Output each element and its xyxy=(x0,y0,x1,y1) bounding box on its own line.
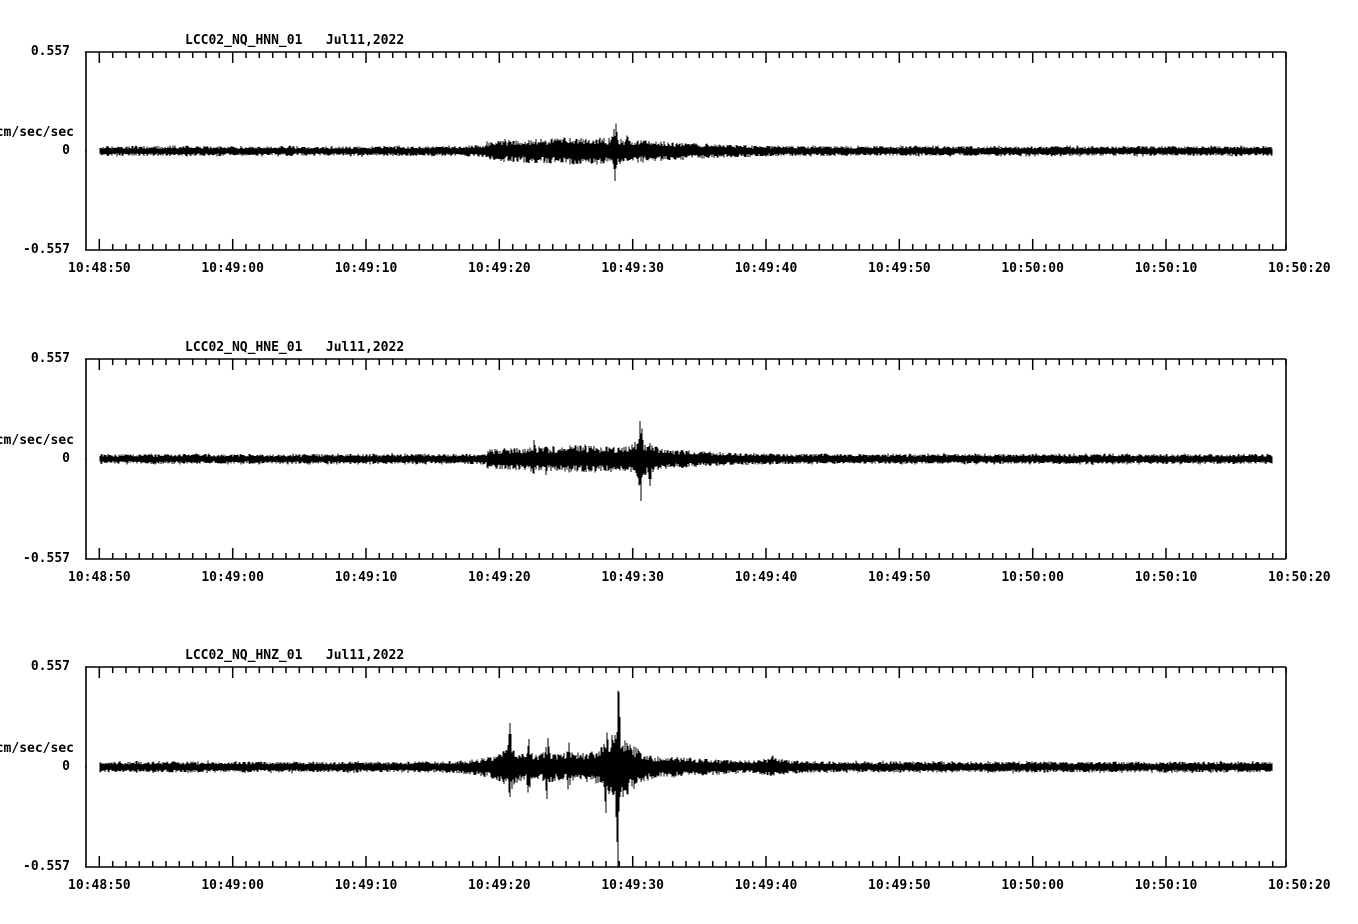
plot-area-hnz xyxy=(85,666,1287,868)
x-axis-tick-label: 10:49:00 xyxy=(201,261,264,276)
axis-ticks xyxy=(98,359,1287,559)
panel-title-hnz: LCC02_NQ_HNZ_01 Jul11,2022 xyxy=(185,648,405,663)
axis-ticks xyxy=(98,52,1287,250)
x-axis-tick-label: 10:50:10 xyxy=(1134,261,1198,276)
y-axis-max-label-hne: 0.557 xyxy=(30,351,70,366)
axis-ticks xyxy=(98,667,1287,867)
waveform-trace-hnz xyxy=(99,690,1273,867)
waveform-trace-hnn xyxy=(99,123,1273,182)
y-axis-min-label-hnn: -0.557 xyxy=(23,242,70,257)
panel-title-hnn: LCC02_NQ_HNN_01 Jul11,2022 xyxy=(185,33,405,48)
y-axis-max-label-hnz: 0.557 xyxy=(30,659,70,674)
x-axis-tick-label: 10:50:10 xyxy=(1134,878,1198,893)
plot-area-hne xyxy=(85,358,1287,560)
x-axis-tick-label: 10:50:00 xyxy=(1001,570,1064,585)
y-axis-min-label-hnz: -0.557 xyxy=(23,859,70,874)
panel-title-hne: LCC02_NQ_HNE_01 Jul11,2022 xyxy=(185,340,405,355)
plot-area-hnn xyxy=(85,51,1287,251)
y-axis-unit-label-hnz: cm/sec/sec xyxy=(0,741,74,756)
x-axis-tick-label: 10:49:20 xyxy=(468,261,531,276)
x-axis-tick-label: 10:49:20 xyxy=(468,878,531,893)
x-axis-tick-label: 10:49:00 xyxy=(201,878,264,893)
x-axis-tick-label: 10:48:50 xyxy=(68,878,131,893)
x-axis-tick-label: 10:49:20 xyxy=(468,570,531,585)
y-axis-unit-label-hne: cm/sec/sec xyxy=(0,433,74,448)
x-axis-tick-label: 10:50:20 xyxy=(1268,878,1331,893)
x-axis-tick-label: 10:50:00 xyxy=(1001,878,1064,893)
x-axis-tick-label: 10:49:50 xyxy=(868,878,931,893)
x-axis-tick-label: 10:49:10 xyxy=(334,878,398,893)
x-axis-tick-label: 10:49:40 xyxy=(734,570,798,585)
x-axis-tick-label: 10:49:00 xyxy=(201,570,264,585)
x-axis-tick-label: 10:49:50 xyxy=(868,261,931,276)
x-axis-tick-label: 10:49:30 xyxy=(601,261,664,276)
x-axis-tick-label: 10:50:10 xyxy=(1134,570,1198,585)
x-axis-tick-label: 10:48:50 xyxy=(68,261,131,276)
x-axis-tick-label: 10:49:50 xyxy=(868,570,931,585)
x-axis-tick-label: 10:49:10 xyxy=(334,261,398,276)
y-axis-max-label-hnn: 0.557 xyxy=(30,44,70,59)
x-axis-tick-label: 10:49:40 xyxy=(734,878,798,893)
x-axis-tick-label: 10:49:30 xyxy=(601,570,664,585)
x-axis-tick-label: 10:48:50 xyxy=(68,570,131,585)
y-axis-zero-label-hnn: 0 xyxy=(62,143,70,158)
x-axis-tick-label: 10:50:00 xyxy=(1001,261,1064,276)
y-axis-unit-label-hnn: cm/sec/sec xyxy=(0,125,74,140)
waveform-trace-hne xyxy=(99,420,1273,501)
y-axis-min-label-hne: -0.557 xyxy=(23,551,70,566)
x-axis-tick-label: 10:49:40 xyxy=(734,261,798,276)
y-axis-zero-label-hnz: 0 xyxy=(62,759,70,774)
x-axis-tick-label: 10:49:10 xyxy=(334,570,398,585)
y-axis-zero-label-hne: 0 xyxy=(62,451,70,466)
x-axis-tick-label: 10:49:30 xyxy=(601,878,664,893)
x-axis-tick-label: 10:50:20 xyxy=(1268,570,1331,585)
x-axis-tick-label: 10:50:20 xyxy=(1268,261,1331,276)
